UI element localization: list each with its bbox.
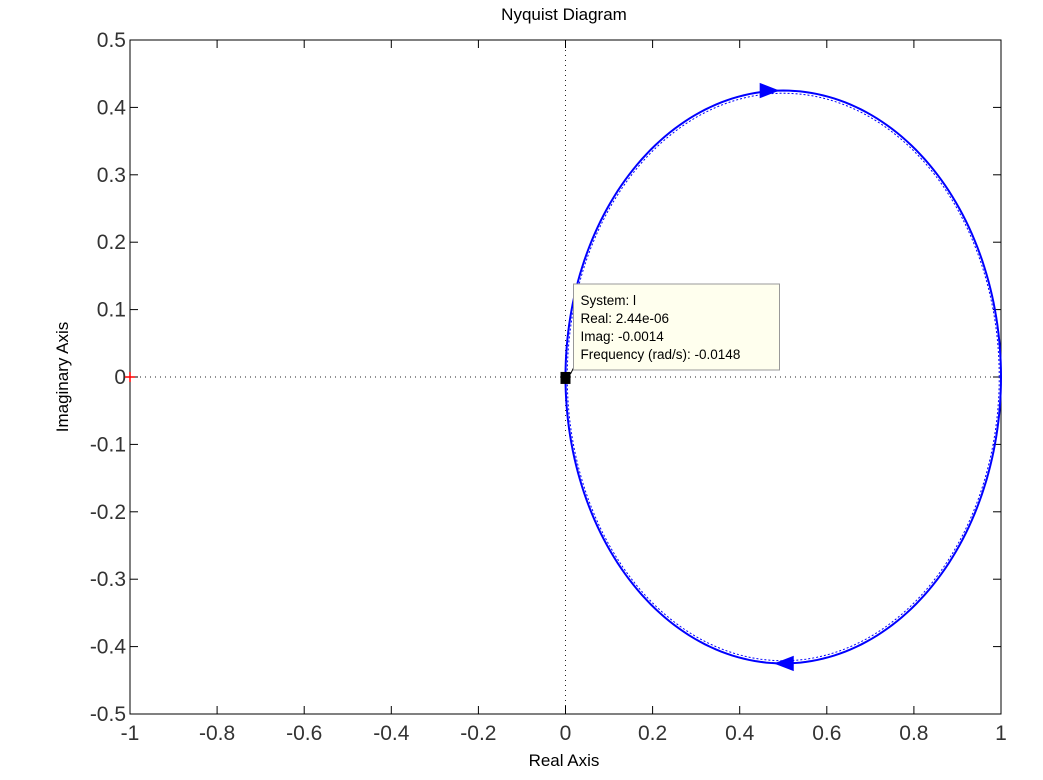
y-tick-label: -0.1 (90, 433, 126, 456)
axis-ticks (129, 39, 1002, 715)
y-tick-label: 0.4 (97, 96, 127, 119)
nyquist-curve-mirror (566, 92, 1000, 662)
data-tip-line: Real: 2.44e-06 (581, 311, 670, 326)
x-tick-labels: -1 -0.8 -0.6 -0.4 -0.2 0 0.2 0.4 0.6 0.8 1 (121, 722, 1007, 745)
y-tick-label: 0.5 (97, 29, 126, 52)
x-tick-label: -0.2 (460, 722, 496, 745)
y-tick-label: 0.1 (97, 299, 126, 322)
data-tip-line: Frequency (rad/s): -0.0148 (581, 347, 741, 362)
data-tip-line: Imag: -0.0014 (581, 329, 665, 344)
y-tick-label: -0.4 (90, 636, 127, 659)
y-axis-label: Imaginary Axis (53, 322, 72, 433)
critical-point-marker (125, 372, 135, 382)
x-tick-label: 0 (560, 722, 572, 745)
x-axis-label: Real Axis (529, 751, 600, 770)
x-tick-label: 0.2 (638, 722, 667, 745)
y-tick-label: -0.3 (90, 568, 126, 591)
data-tip[interactable]: System: l Real: 2.44e-06 Imag: -0.0014 Freq… (560, 283, 781, 384)
y-tick-label: -0.5 (90, 703, 126, 726)
y-tick-label: -0.2 (90, 501, 126, 524)
data-tip-line: System: l (581, 293, 637, 308)
x-tick-label: -1 (121, 722, 140, 745)
y-tick-labels: 0.5 0.4 0.3 0.2 0.1 0 -0.1 -0.2 -0.3 -0.4 -0.5 (90, 29, 127, 726)
y-tick-label: 0 (114, 366, 126, 389)
x-tick-label: -0.4 (373, 722, 410, 745)
x-tick-label: 1 (995, 722, 1007, 745)
data-tip-box (573, 283, 781, 371)
y-tick-label: 0.3 (97, 164, 126, 187)
x-tick-label: 0.6 (812, 722, 841, 745)
x-tick-label: 0.4 (725, 722, 755, 745)
x-tick-label: 0.8 (899, 722, 928, 745)
data-tip-marker (560, 371, 571, 384)
x-tick-label: -0.6 (286, 722, 322, 745)
chart-title: Nyquist Diagram (501, 5, 627, 24)
direction-arrow (759, 82, 780, 99)
direction-arrow (773, 655, 794, 672)
x-tick-label: -0.8 (199, 722, 235, 745)
y-tick-label: 0.2 (97, 231, 126, 254)
